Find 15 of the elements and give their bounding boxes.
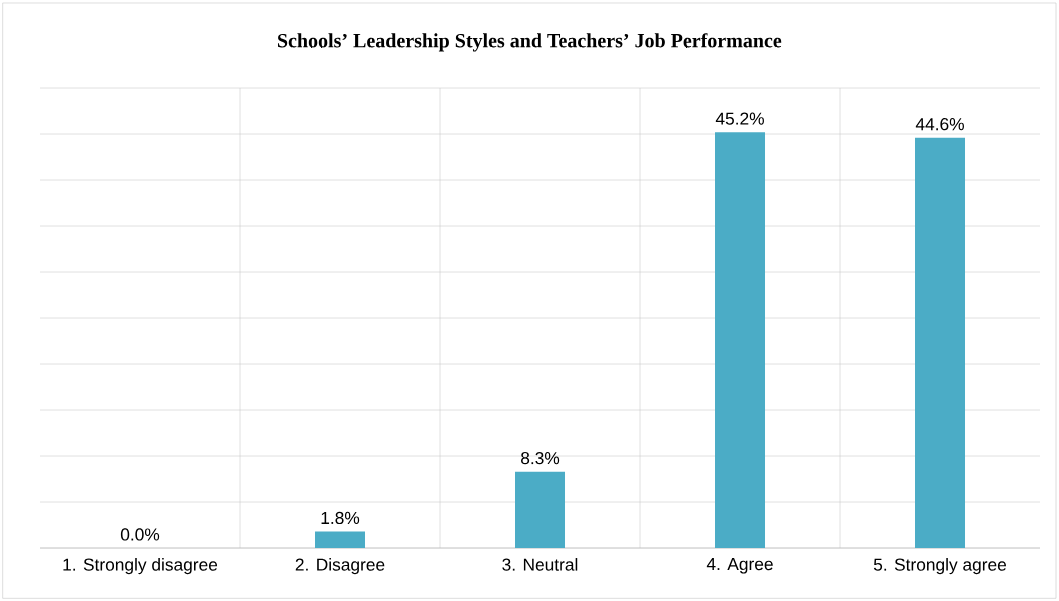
data-label: 0.0%	[120, 528, 160, 541]
data-label: 1.8%	[321, 511, 360, 525]
data-label: 45.2%	[715, 112, 764, 125]
data-label: 44.6%	[915, 118, 964, 131]
x-tick-label: 2. Disagree	[295, 558, 385, 575]
bar	[515, 471, 566, 548]
bar	[915, 137, 966, 548]
x-tick-label: 1. Strongly disagree	[63, 558, 218, 575]
x-tick-label: 3. Neutral	[502, 558, 578, 571]
x-tick-label: 5. Strongly agree	[873, 558, 1007, 575]
bar	[315, 531, 366, 548]
bar	[715, 132, 766, 548]
x-tick-label: 4. Agree	[706, 558, 773, 574]
data-label: 8.3%	[521, 451, 560, 465]
chart-title: Schools’ Leadership Styles and Teachers’ Job Performance	[278, 33, 782, 52]
